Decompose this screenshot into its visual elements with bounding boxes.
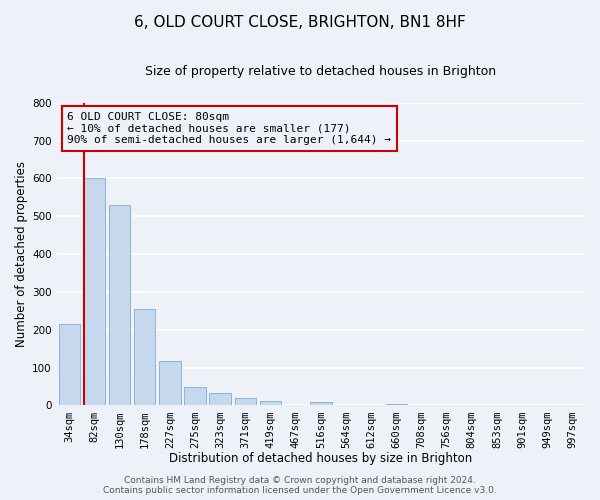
X-axis label: Distribution of detached houses by size in Brighton: Distribution of detached houses by size …: [169, 452, 472, 465]
Text: 6, OLD COURT CLOSE, BRIGHTON, BN1 8HF: 6, OLD COURT CLOSE, BRIGHTON, BN1 8HF: [134, 15, 466, 30]
Text: Contains HM Land Registry data © Crown copyright and database right 2024.
Contai: Contains HM Land Registry data © Crown c…: [103, 476, 497, 495]
Bar: [83, 178, 105, 406]
Bar: [159, 361, 181, 406]
Title: Size of property relative to detached houses in Brighton: Size of property relative to detached ho…: [145, 65, 496, 78]
Bar: [59, 324, 80, 406]
Bar: [386, 404, 407, 406]
Text: 6 OLD COURT CLOSE: 80sqm
← 10% of detached houses are smaller (177)
90% of semi-: 6 OLD COURT CLOSE: 80sqm ← 10% of detach…: [67, 112, 391, 145]
Bar: [260, 400, 281, 406]
Bar: [310, 402, 332, 406]
Bar: [184, 386, 206, 406]
Bar: [235, 398, 256, 406]
Bar: [209, 393, 231, 406]
Bar: [134, 309, 155, 406]
Bar: [109, 205, 130, 406]
Y-axis label: Number of detached properties: Number of detached properties: [15, 161, 28, 347]
